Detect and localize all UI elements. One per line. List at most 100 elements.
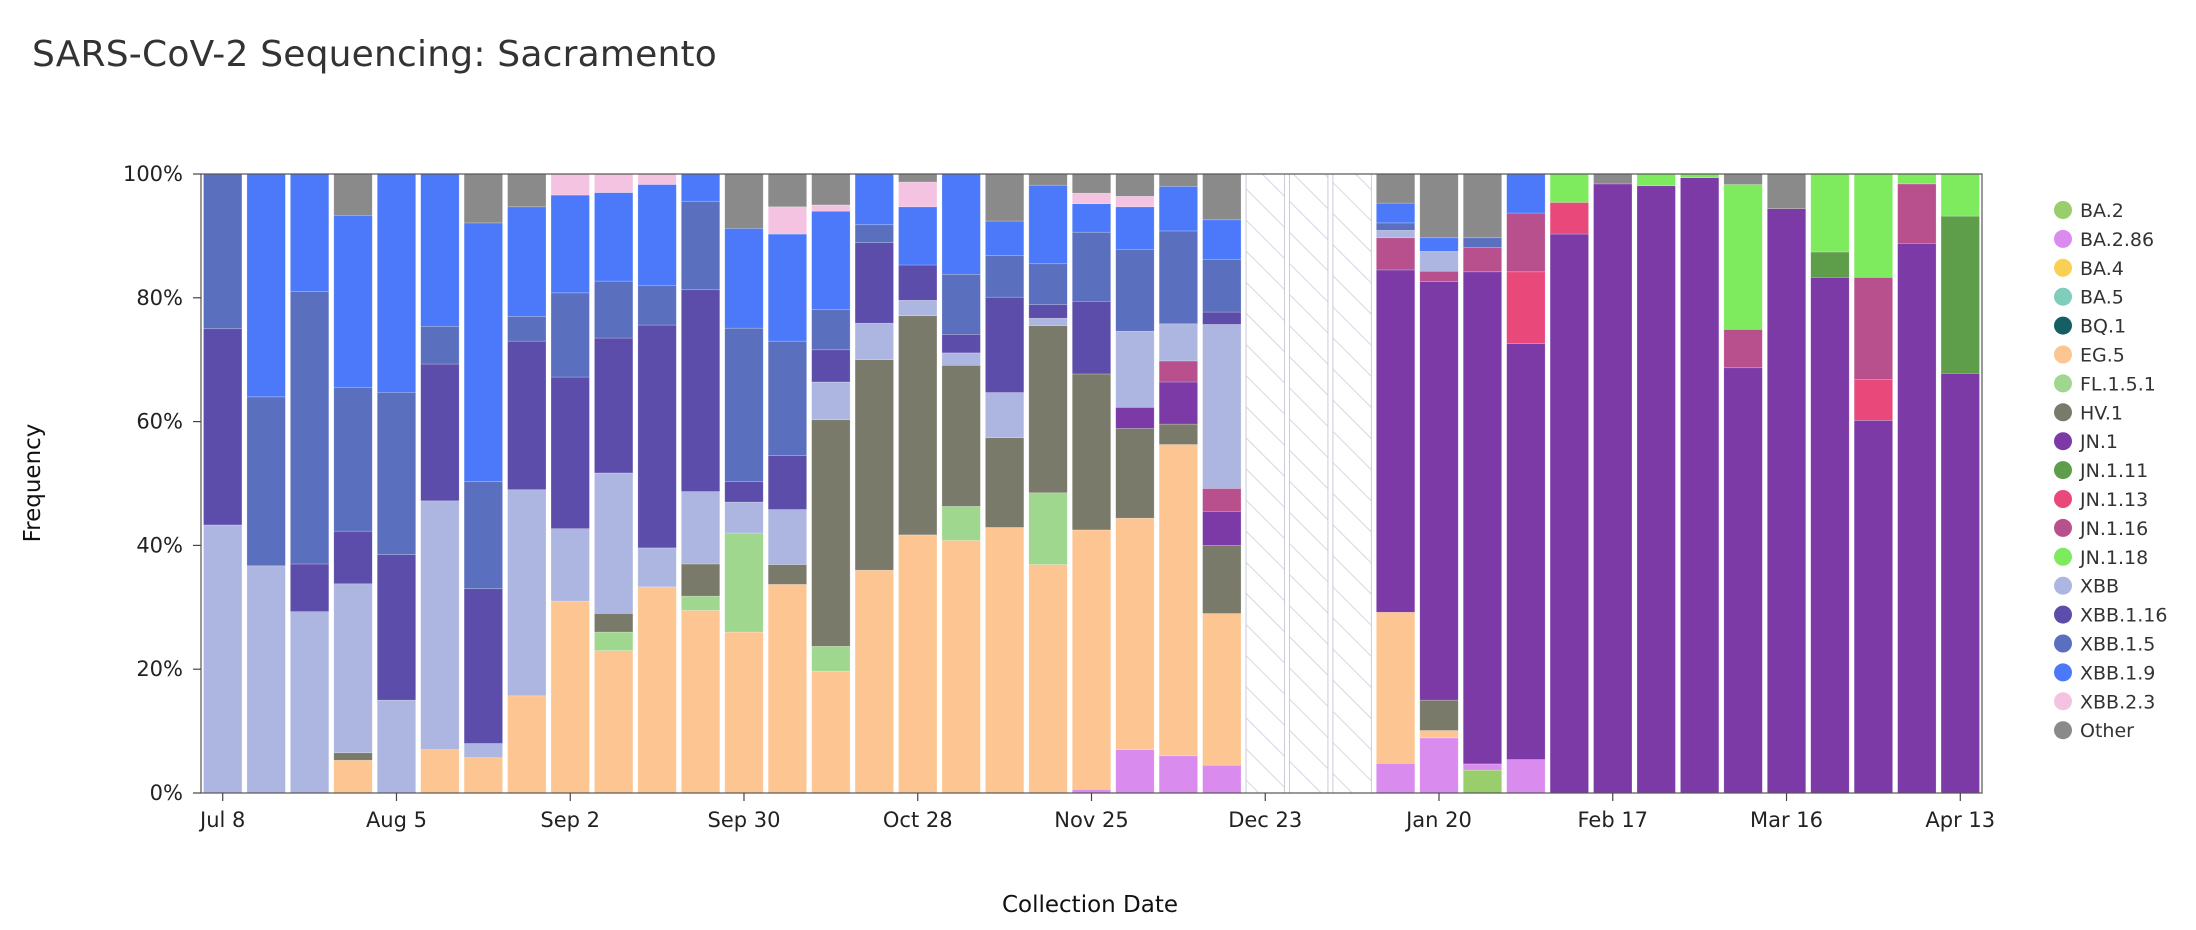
bar-segment-xbb-week-8[interactable]: XBB: 11.7% xyxy=(550,528,590,602)
bar-segment-jn-1-16-week-30[interactable]: JN.1.16: 9.5% xyxy=(1506,212,1546,273)
bar-segment-xbb-week-15[interactable]: XBB: 5.9% xyxy=(854,322,894,360)
bar-segment-eg-5-week-17[interactable]: EG.5: 40.8% xyxy=(941,540,981,794)
bar-segment-xbb-1-9-week-4[interactable]: XBB.1.9: 35.3% xyxy=(376,173,416,393)
bar-segment-xbb-1-5-week-23[interactable]: XBB.1.5: 8.5% xyxy=(1202,259,1242,313)
bar-segment-xbb-week-23[interactable]: XBB: 26.5% xyxy=(1202,324,1242,489)
bar-segment-xbb-1-16-week-2[interactable]: XBB.1.16: 7.7% xyxy=(290,563,330,612)
bar-segment-hv-1-week-14[interactable]: HV.1: 36.6% xyxy=(811,419,851,647)
bar-segment-xbb-week-2[interactable]: XBB: 29.3% xyxy=(290,611,330,794)
bar-segment-xbb-1-16-week-11[interactable]: XBB.1.16: 32.6% xyxy=(681,289,721,492)
bar-segment-xbb-1-5-week-12[interactable]: XBB.1.5: 24.8% xyxy=(724,327,764,482)
legend-item-ba-4[interactable]: BA.4 xyxy=(2054,258,2124,280)
bar-segment-xbb-1-16-week-10[interactable]: XBB.1.16: 36.0% xyxy=(637,324,677,549)
bar-segment-jn-1-18-week-39[interactable]: JN.1.18: 1.6% xyxy=(1897,173,1937,185)
legend-item-xbb[interactable]: XBB xyxy=(2054,576,2119,598)
bar-segment-fl-1-5-1-week-9[interactable]: FL.1.5.1: 3.0% xyxy=(594,631,634,651)
bar-segment-xbb-2-3-week-13[interactable]: XBB.2.3: 4.4% xyxy=(767,206,807,235)
bar-segment-jn-1-18-week-38[interactable]: JN.1.18: 16.7% xyxy=(1853,173,1893,278)
bar-segment-hv-1-week-19[interactable]: HV.1: 27.0% xyxy=(1028,325,1068,494)
bar-segment-jn-1-week-37[interactable]: JN.1: 83.3% xyxy=(1810,277,1850,794)
bar-segment-xbb-1-5-week-13[interactable]: XBB.1.5: 18.5% xyxy=(767,340,807,456)
bar-segment-xbb-1-16-week-6[interactable]: XBB.1.16: 25.0% xyxy=(463,588,503,744)
bar-segment-eg-5-week-19[interactable]: EG.5: 36.9% xyxy=(1028,564,1068,794)
legend-item-jn-1-13[interactable]: JN.1.13 xyxy=(2054,489,2148,511)
bar-segment-jn-1-week-35[interactable]: JN.1: 68.7% xyxy=(1723,367,1763,794)
bar-segment-fl-1-5-1-week-19[interactable]: FL.1.5.1: 11.6% xyxy=(1028,492,1068,565)
bar-segment-xbb-2-3-week-8[interactable]: XBB.2.3: 3.4% xyxy=(550,173,590,196)
bar-segment-xbb-week-19[interactable]: XBB: 1.2% xyxy=(1028,317,1068,326)
bar-segment-ba-2-86-week-29[interactable]: BA.2.86: 1.0% xyxy=(1462,763,1502,771)
bar-segment-xbb-1-9-week-28[interactable]: XBB.1.9: 2.2% xyxy=(1419,237,1459,252)
bar-segment-eg-5-week-16[interactable]: EG.5: 41.7% xyxy=(898,534,938,794)
legend-item-xbb-2-3[interactable]: XBB.2.3 xyxy=(2054,691,2155,713)
bar-segment-ba-2-86-week-22[interactable]: BA.2.86: 6.0% xyxy=(1158,755,1198,794)
bar-segment-jn-1-13-week-30[interactable]: JN.1.13: 11.6% xyxy=(1506,271,1546,344)
bar-segment-xbb-1-9-week-13[interactable]: XBB.1.9: 17.3% xyxy=(767,233,807,342)
bar-segment-xbb-week-28[interactable]: XBB: 3.2% xyxy=(1419,251,1459,272)
bar-segment-other-week-22[interactable]: Other: 2.0% xyxy=(1158,173,1198,187)
bar-segment-xbb-1-5-week-14[interactable]: XBB.1.5: 6.5% xyxy=(811,309,851,351)
bar-segment-jn-1-18-week-31[interactable]: JN.1.18: 4.6% xyxy=(1549,173,1589,203)
bar-segment-other-week-36[interactable]: Other: 5.6% xyxy=(1767,173,1807,209)
bar-segment-xbb-2-3-week-20[interactable]: XBB.2.3: 1.7% xyxy=(1071,192,1112,205)
bar-segment-jn-1-week-36[interactable]: JN.1: 94.4% xyxy=(1767,208,1807,794)
bar-segment-jn-1-18-week-37[interactable]: JN.1.18: 12.6% xyxy=(1810,173,1850,253)
bar-segment-hv-1-week-3[interactable]: HV.1: 1.2% xyxy=(333,752,373,761)
bar-segment-other-week-21[interactable]: Other: 3.6% xyxy=(1115,173,1155,197)
bar-segment-xbb-1-5-week-7[interactable]: XBB.1.5: 4.0% xyxy=(507,316,547,342)
bar-segment-other-week-18[interactable]: Other: 7.6% xyxy=(985,173,1025,222)
bar-segment-jn-1-18-week-35[interactable]: JN.1.18: 23.4% xyxy=(1723,184,1763,330)
bar-segment-jn-1-13-week-38[interactable]: JN.1.13: 6.6% xyxy=(1853,379,1893,421)
bar-segment-hv-1-week-17[interactable]: HV.1: 22.8% xyxy=(941,364,981,507)
bar-segment-xbb-1-16-week-7[interactable]: XBB.1.16: 24.0% xyxy=(507,340,547,490)
bar-segment-other-week-12[interactable]: Other: 8.8% xyxy=(724,173,764,229)
bar-segment-xbb-1-16-week-18[interactable]: XBB.1.16: 15.4% xyxy=(985,296,1025,393)
bar-segment-xbb-1-9-week-9[interactable]: XBB.1.9: 14.3% xyxy=(594,192,634,282)
bar-segment-xbb-week-17[interactable]: XBB: 2.0% xyxy=(941,352,981,366)
bar-segment-eg-5-week-13[interactable]: EG.5: 33.7% xyxy=(767,584,807,794)
bar-segment-eg-5-week-22[interactable]: EG.5: 50.3% xyxy=(1158,444,1198,757)
bar-segment-xbb-2-3-week-21[interactable]: XBB.2.3: 1.7% xyxy=(1115,195,1155,208)
bar-segment-xbb-1-5-week-5[interactable]: XBB.1.5: 6.1% xyxy=(420,325,460,365)
bar-segment-jn-1-13-week-31[interactable]: JN.1.13: 5.1% xyxy=(1549,202,1589,235)
bar-segment-jn-1-week-30[interactable]: JN.1: 67.2% xyxy=(1506,343,1546,760)
bar-segment-xbb-1-16-week-19[interactable]: XBB.1.16: 2.2% xyxy=(1028,304,1068,319)
bar-segment-ba-2-86-week-27[interactable]: BA.2.86: 4.8% xyxy=(1376,762,1416,794)
bar-segment-xbb-1-5-week-2[interactable]: XBB.1.5: 44.0% xyxy=(290,291,330,565)
bar-segment-jn-1-week-31[interactable]: JN.1: 90.3% xyxy=(1549,233,1589,794)
bar-segment-xbb-1-9-week-27[interactable]: XBB.1.9: 3.2% xyxy=(1376,202,1416,224)
bar-segment-xbb-1-16-week-9[interactable]: XBB.1.16: 21.8% xyxy=(594,337,634,474)
bar-segment-jn-1-week-40[interactable]: JN.1: 67.8% xyxy=(1940,373,1980,794)
bar-segment-fl-1-5-1-week-11[interactable]: FL.1.5.1: 2.3% xyxy=(681,595,721,611)
bar-segment-other-week-29[interactable]: Other: 10.3% xyxy=(1462,173,1502,239)
bar-segment-other-week-32[interactable]: Other: 1.6% xyxy=(1593,173,1633,185)
bar-segment-xbb-week-10[interactable]: XBB: 6.3% xyxy=(637,547,677,588)
bar-segment-eg-5-week-12[interactable]: EG.5: 26.0% xyxy=(724,631,764,794)
bar-segment-eg-5-week-15[interactable]: EG.5: 36.0% xyxy=(854,569,894,794)
bar-segment-xbb-1-9-week-18[interactable]: XBB.1.9: 5.6% xyxy=(985,220,1025,257)
bar-segment-xbb-1-9-week-10[interactable]: XBB.1.9: 16.3% xyxy=(637,184,677,286)
legend-item-fl-1-5-1[interactable]: FL.1.5.1 xyxy=(2054,373,2156,395)
bar-segment-eg-5-week-20[interactable]: EG.5: 41.9% xyxy=(1071,529,1112,790)
legend-item-ba-2-86[interactable]: BA.2.86 xyxy=(2054,229,2154,251)
bar-segment-xbb-1-16-week-14[interactable]: XBB.1.16: 5.2% xyxy=(811,349,851,383)
bar-segment-xbb-1-5-week-10[interactable]: XBB.1.5: 6.4% xyxy=(637,285,677,326)
bar-segment-xbb-1-9-week-20[interactable]: XBB.1.9: 4.6% xyxy=(1071,203,1112,233)
bar-segment-xbb-1-16-week-15[interactable]: XBB.1.16: 13.0% xyxy=(854,242,894,324)
bar-segment-xbb-1-16-week-17[interactable]: XBB.1.16: 3.0% xyxy=(941,334,981,354)
bar-segment-xbb-1-9-week-16[interactable]: XBB.1.9: 9.4% xyxy=(898,206,938,266)
bar-segment-eg-5-week-7[interactable]: EG.5: 15.7% xyxy=(507,695,547,794)
bar-segment-hv-1-week-22[interactable]: HV.1: 3.3% xyxy=(1158,423,1198,445)
bar-segment-xbb-1-16-week-16[interactable]: XBB.1.16: 5.7% xyxy=(898,264,938,301)
bar-segment-jn-1-week-27[interactable]: JN.1: 55.3% xyxy=(1376,269,1416,613)
bar-segment-jn-1-week-29[interactable]: JN.1: 79.5% xyxy=(1462,271,1502,765)
bar-segment-xbb-week-9[interactable]: XBB: 22.7% xyxy=(594,472,634,614)
bar-segment-hv-1-week-16[interactable]: HV.1: 35.4% xyxy=(898,315,938,536)
bar-segment-xbb-week-5[interactable]: XBB: 40.2% xyxy=(420,500,460,750)
bar-segment-ba-2-week-29[interactable]: BA.2: 3.7% xyxy=(1462,769,1502,794)
bar-segment-xbb-week-21[interactable]: XBB: 12.3% xyxy=(1115,330,1155,408)
bar-segment-jn-1-18-week-40[interactable]: JN.1.18: 6.8% xyxy=(1940,173,1980,217)
bar-segment-xbb-1-16-week-8[interactable]: XBB.1.16: 24.5% xyxy=(550,376,590,529)
legend-item-xbb-1-5[interactable]: XBB.1.5 xyxy=(2054,634,2155,656)
bar-segment-jn-1-week-32[interactable]: JN.1: 98.4% xyxy=(1593,183,1633,794)
